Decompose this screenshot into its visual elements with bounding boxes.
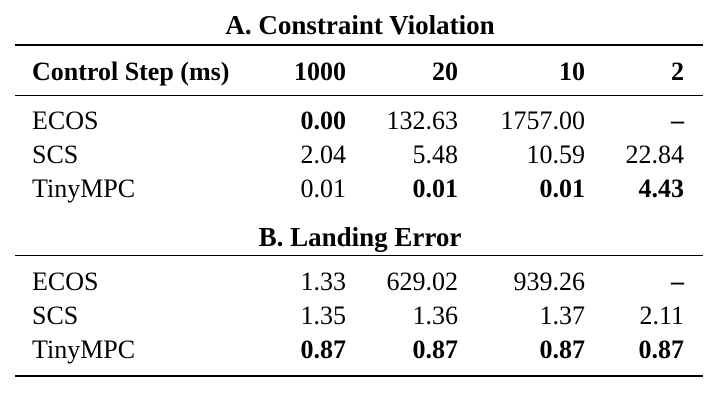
cell: 2.11	[639, 301, 684, 330]
cell: 132.63	[386, 106, 459, 135]
cell: 22.84	[625, 140, 685, 169]
cell: 0.87	[638, 335, 685, 364]
cell: 1.33	[300, 267, 347, 296]
table-row: TinyMPC 0.01 0.01 0.01 4.43	[0, 172, 720, 206]
cell: 4.43	[638, 174, 685, 203]
cell: 0.01	[412, 174, 459, 203]
top-rule	[15, 44, 703, 46]
section-b-title: B. Landing Error	[258, 222, 462, 252]
cell: –	[671, 267, 684, 296]
table-row: TinyMPC 0.87 0.87 0.87 0.87	[0, 333, 720, 367]
cell: 1.37	[539, 301, 586, 330]
table-row: ECOS 0.00 132.63 1757.00 –	[0, 104, 720, 138]
row-label: ECOS	[32, 106, 99, 135]
bottom-rule	[15, 375, 703, 377]
cell: 0.00	[300, 106, 347, 135]
table-row: SCS 1.35 1.36 1.37 2.11	[0, 299, 720, 333]
header-col-10: 10	[559, 57, 585, 86]
row-label: TinyMPC	[32, 174, 136, 203]
section-a-title: A. Constraint Violation	[225, 10, 495, 40]
header-rule	[15, 95, 703, 96]
section-b-rule	[15, 255, 703, 256]
header-row: Control Step (ms) 1000 20 10 2	[0, 55, 720, 89]
cell: 1757.00	[500, 106, 586, 135]
row-label: SCS	[32, 140, 79, 169]
table-row: SCS 2.04 5.48 10.59 22.84	[0, 138, 720, 172]
cell: 2.04	[300, 140, 347, 169]
cell: 939.26	[513, 267, 586, 296]
row-label: SCS	[32, 301, 79, 330]
cell: 0.01	[300, 174, 347, 203]
cell: –	[671, 106, 684, 135]
cell: 629.02	[386, 267, 459, 296]
row-label: TinyMPC	[32, 335, 136, 364]
table-row: ECOS 1.33 629.02 939.26 –	[0, 265, 720, 299]
cell: 0.87	[412, 335, 459, 364]
header-label: Control Step (ms)	[32, 57, 230, 86]
cell: 10.59	[526, 140, 586, 169]
cell: 0.87	[300, 335, 347, 364]
header-col-1000: 1000	[294, 57, 346, 86]
cell: 5.48	[412, 140, 459, 169]
cell: 0.87	[539, 335, 586, 364]
cell: 0.01	[539, 174, 586, 203]
cell: 1.35	[300, 301, 347, 330]
header-col-20: 20	[432, 57, 458, 86]
row-label: ECOS	[32, 267, 99, 296]
cell: 1.36	[412, 301, 459, 330]
header-col-2: 2	[671, 57, 684, 86]
